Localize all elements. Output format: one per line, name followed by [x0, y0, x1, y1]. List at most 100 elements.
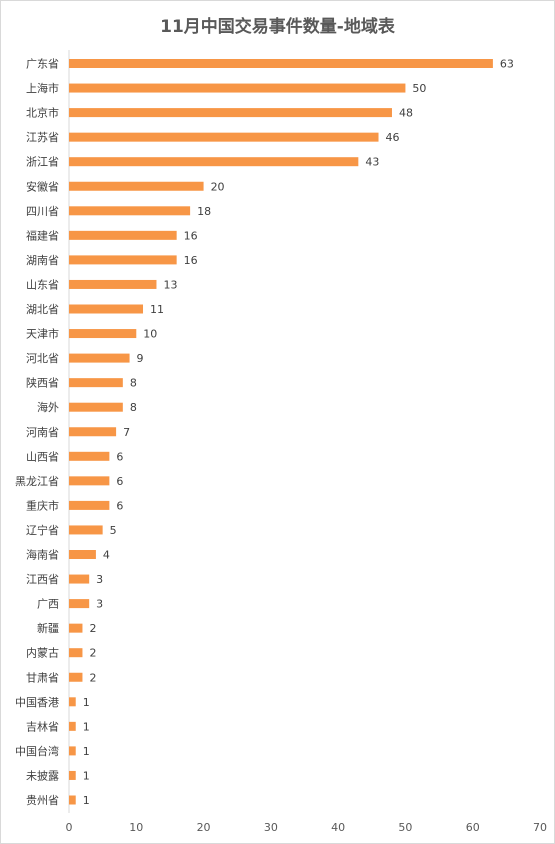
category-label: 中国台湾: [15, 744, 59, 758]
bar: [69, 59, 493, 68]
data-label: 3: [96, 573, 103, 586]
data-label: 46: [386, 131, 400, 144]
bar: [69, 132, 379, 142]
category-label: 北京市: [26, 106, 59, 120]
category-label: 山西省: [26, 450, 59, 463]
bar: [69, 648, 83, 658]
category-label: 未披露: [26, 768, 59, 782]
bar: [69, 599, 90, 609]
data-label: 48: [399, 107, 413, 120]
category-label: 吉林省: [26, 719, 59, 733]
bar: [69, 255, 177, 265]
category-label: 广东省: [26, 58, 59, 71]
bar: [69, 83, 406, 93]
x-tick-label: 30: [264, 821, 278, 834]
category-label: 浙江省: [26, 156, 59, 169]
data-label: 1: [83, 696, 90, 709]
data-label: 16: [184, 254, 198, 267]
data-label: 1: [83, 720, 90, 733]
category-label: 湖南省: [26, 254, 59, 267]
bar: [69, 746, 76, 756]
category-label: 海外: [37, 400, 59, 414]
data-label: 6: [116, 499, 123, 512]
bar: [69, 795, 76, 805]
data-label: 16: [184, 229, 198, 242]
x-tick-label: 40: [331, 821, 345, 834]
bar: [69, 500, 110, 510]
data-label: 63: [500, 58, 514, 71]
category-label: 山东省: [26, 278, 59, 291]
category-label: 天津市: [26, 327, 59, 341]
category-label: 黑龙江省: [15, 475, 59, 488]
data-label: 5: [110, 524, 117, 537]
x-tick-label: 60: [466, 821, 480, 834]
data-label: 8: [130, 401, 137, 414]
data-label: 8: [130, 377, 137, 390]
data-label: 1: [83, 769, 90, 782]
category-label: 内蒙古: [26, 646, 59, 660]
data-label: 3: [96, 598, 103, 611]
x-tick-label: 10: [129, 821, 143, 834]
x-tick-label: 0: [66, 821, 73, 834]
data-label: 1: [83, 745, 90, 758]
category-label: 中国香港: [15, 696, 59, 709]
bar: [69, 230, 177, 240]
category-label: 重庆市: [26, 498, 59, 512]
category-label: 新疆: [37, 621, 59, 635]
bar: [69, 672, 83, 682]
bar: [69, 304, 144, 314]
category-label: 四川省: [26, 205, 59, 218]
category-label: 甘肃省: [26, 671, 59, 684]
bar: [69, 279, 157, 289]
bar: [69, 451, 110, 461]
data-label: 6: [116, 475, 123, 488]
bar: [69, 574, 90, 584]
data-label: 18: [197, 205, 211, 218]
data-label: 7: [123, 426, 130, 439]
chart-title: 11月中国交易事件数量-地域表: [160, 17, 395, 37]
category-label: 湖北省: [26, 303, 59, 316]
category-label: 江苏省: [26, 131, 59, 144]
category-label: 河南省: [26, 426, 59, 439]
bar: [69, 157, 359, 167]
data-label: 11: [150, 303, 164, 316]
data-label: 13: [163, 278, 177, 291]
bar: [69, 476, 110, 486]
bar: [69, 770, 76, 780]
category-label: 福建省: [26, 228, 59, 242]
bar: [69, 181, 204, 191]
data-label: 43: [365, 156, 379, 169]
bar: [69, 353, 130, 363]
data-label: 6: [116, 450, 123, 463]
bar: [69, 206, 191, 216]
category-label: 海南省: [26, 548, 59, 562]
bar: [69, 402, 123, 412]
data-label: 2: [89, 622, 96, 635]
category-label: 贵州省: [26, 794, 59, 807]
bar: [69, 623, 83, 633]
category-label: 安徽省: [26, 179, 59, 193]
data-label: 10: [143, 328, 157, 341]
bar: [69, 108, 392, 118]
data-label: 9: [137, 352, 144, 365]
bar: [69, 378, 123, 388]
x-tick-label: 70: [533, 821, 547, 834]
data-label: 50: [412, 82, 426, 95]
bar: [69, 525, 103, 535]
category-label: 陕西省: [26, 376, 59, 390]
bar: [69, 697, 76, 707]
bar: [69, 427, 117, 437]
data-label: 20: [211, 180, 225, 193]
data-label: 2: [89, 647, 96, 660]
data-label: 1: [83, 794, 90, 807]
bar: [69, 329, 137, 339]
category-label: 上海市: [26, 81, 59, 95]
data-label: 2: [89, 671, 96, 684]
category-label: 江西省: [26, 573, 59, 586]
bar: [69, 550, 96, 559]
category-label: 广西: [37, 598, 59, 611]
category-label: 辽宁省: [26, 523, 59, 537]
category-label: 河北省: [26, 352, 59, 365]
x-tick-label: 50: [398, 821, 412, 834]
